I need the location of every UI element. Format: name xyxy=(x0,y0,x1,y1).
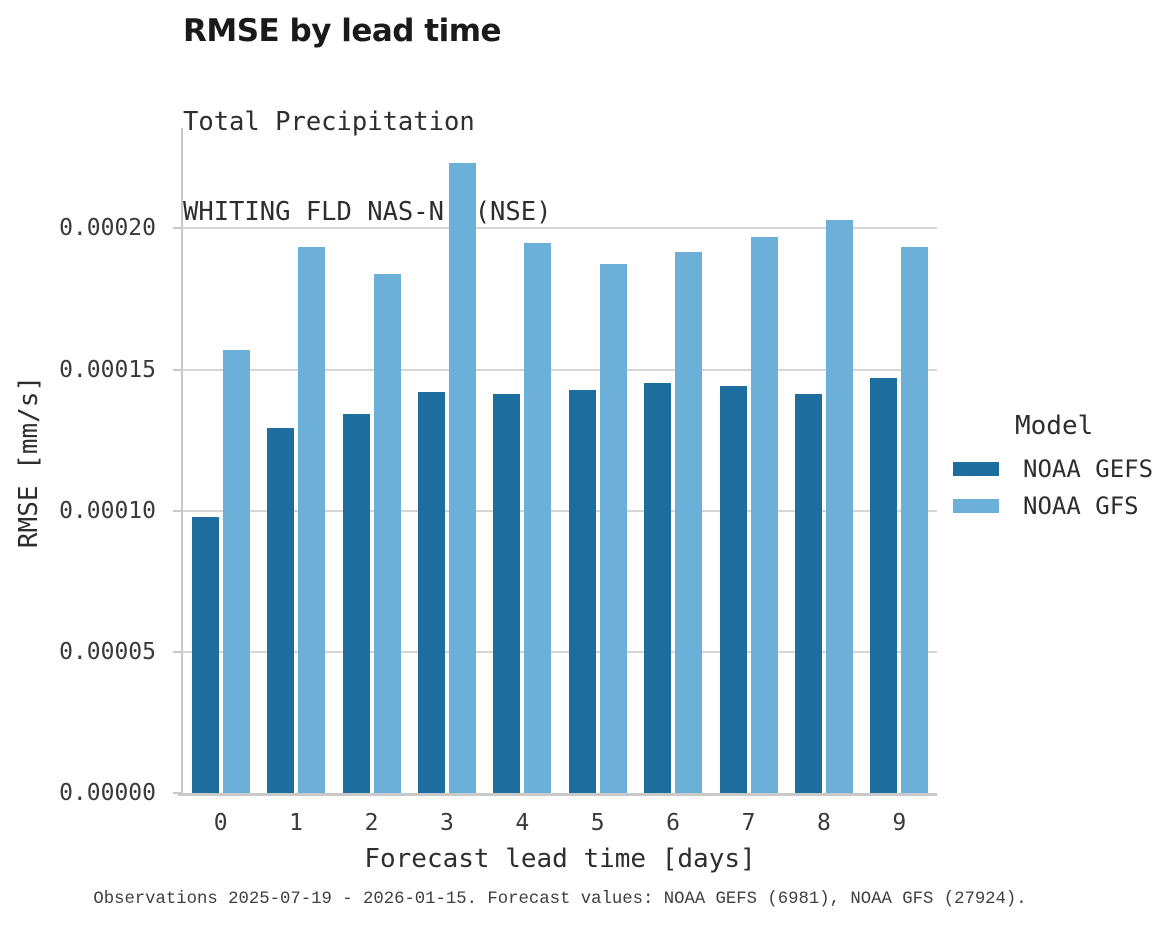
bar-noaa-gfs-day-6 xyxy=(675,252,703,793)
bar-noaa-gefs-day-1 xyxy=(267,428,295,793)
x-tick-label: 6 xyxy=(666,810,681,836)
y-tick-label: 0.00020 xyxy=(59,215,156,242)
legend-row: NOAA GFS xyxy=(953,492,1168,520)
bar-noaa-gefs-day-3 xyxy=(417,392,445,793)
gridline xyxy=(183,227,937,230)
x-tick-label: 3 xyxy=(439,810,454,836)
legend-swatch-gfs-icon xyxy=(953,499,999,513)
legend-row: NOAA GEFS xyxy=(953,455,1168,483)
bar-noaa-gfs-day-7 xyxy=(750,237,778,793)
chart-subtitle-line-2: WHITING FLD NAS-N. (NSE) xyxy=(183,197,552,227)
bar-noaa-gfs-day-2 xyxy=(373,274,401,793)
chart-title: RMSE by lead time xyxy=(183,13,502,49)
legend-label: NOAA GEFS xyxy=(1023,455,1154,483)
legend-label: NOAA GFS xyxy=(1023,492,1139,520)
y-tick xyxy=(173,509,181,512)
x-tick-label: 7 xyxy=(741,810,756,836)
y-tick xyxy=(173,650,181,653)
x-tick-label: 5 xyxy=(590,810,605,836)
gridline xyxy=(183,509,937,512)
y-tick-label: 0.00000 xyxy=(59,780,156,806)
bar-noaa-gefs-day-2 xyxy=(342,414,370,793)
x-tick-label: 0 xyxy=(213,810,228,836)
bar-noaa-gefs-day-4 xyxy=(493,394,521,793)
bar-noaa-gefs-day-6 xyxy=(644,383,672,793)
legend-title: Model xyxy=(1015,411,1094,441)
y-tick-label: 0.00010 xyxy=(59,497,156,524)
gridline xyxy=(183,650,937,653)
x-axis-title: Forecast lead time [days] xyxy=(364,844,756,874)
legend: Model NOAA GEFS NOAA GFS xyxy=(953,409,1168,520)
bar-noaa-gefs-day-5 xyxy=(568,390,596,793)
x-tick-label: 1 xyxy=(289,810,304,836)
y-axis-title: RMSE [mm/s] xyxy=(14,375,44,549)
y-tick-label: 0.00015 xyxy=(59,356,156,383)
y-tick xyxy=(173,792,181,794)
bar-noaa-gefs-day-8 xyxy=(794,394,822,793)
chart-subtitle: Total Precipitation WHITING FLD NAS-N. (… xyxy=(183,47,551,257)
bar-noaa-gfs-day-5 xyxy=(599,264,627,793)
bar-noaa-gefs-day-7 xyxy=(719,386,747,793)
y-tick xyxy=(173,368,181,371)
bar-noaa-gfs-day-0 xyxy=(222,350,250,793)
x-axis-baseline xyxy=(178,793,937,796)
chart-subtitle-line-1: Total Precipitation xyxy=(183,107,475,137)
y-tick xyxy=(173,227,181,230)
bar-noaa-gfs-day-9 xyxy=(901,247,929,793)
gridline xyxy=(183,368,937,371)
x-tick-label: 2 xyxy=(364,810,379,836)
bar-noaa-gfs-day-8 xyxy=(825,220,853,793)
legend-swatch-gefs-icon xyxy=(953,462,999,476)
bar-noaa-gefs-day-9 xyxy=(870,378,898,793)
bar-noaa-gefs-day-0 xyxy=(191,517,219,793)
bar-noaa-gfs-day-1 xyxy=(298,247,326,793)
x-tick-label: 8 xyxy=(816,810,831,836)
bar-noaa-gfs-day-4 xyxy=(524,243,552,793)
x-tick-label: 4 xyxy=(515,810,530,836)
y-axis-spine xyxy=(181,128,183,795)
y-tick-label: 0.00005 xyxy=(59,638,156,665)
bar-noaa-gfs-day-3 xyxy=(448,163,476,793)
footer-note: Observations 2025-07-19 - 2026-01-15. Fo… xyxy=(93,890,1027,909)
plot-area: 0.00000 0.00005 0.00010 0.00015 0.00020 0 1 2 3 4… xyxy=(59,128,937,836)
x-tick-label: 9 xyxy=(892,810,907,836)
